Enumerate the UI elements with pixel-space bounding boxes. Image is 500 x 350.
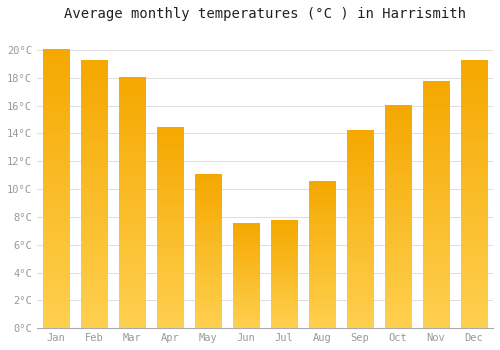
Title: Average monthly temperatures (°C ) in Harrismith: Average monthly temperatures (°C ) in Ha…	[64, 7, 466, 21]
